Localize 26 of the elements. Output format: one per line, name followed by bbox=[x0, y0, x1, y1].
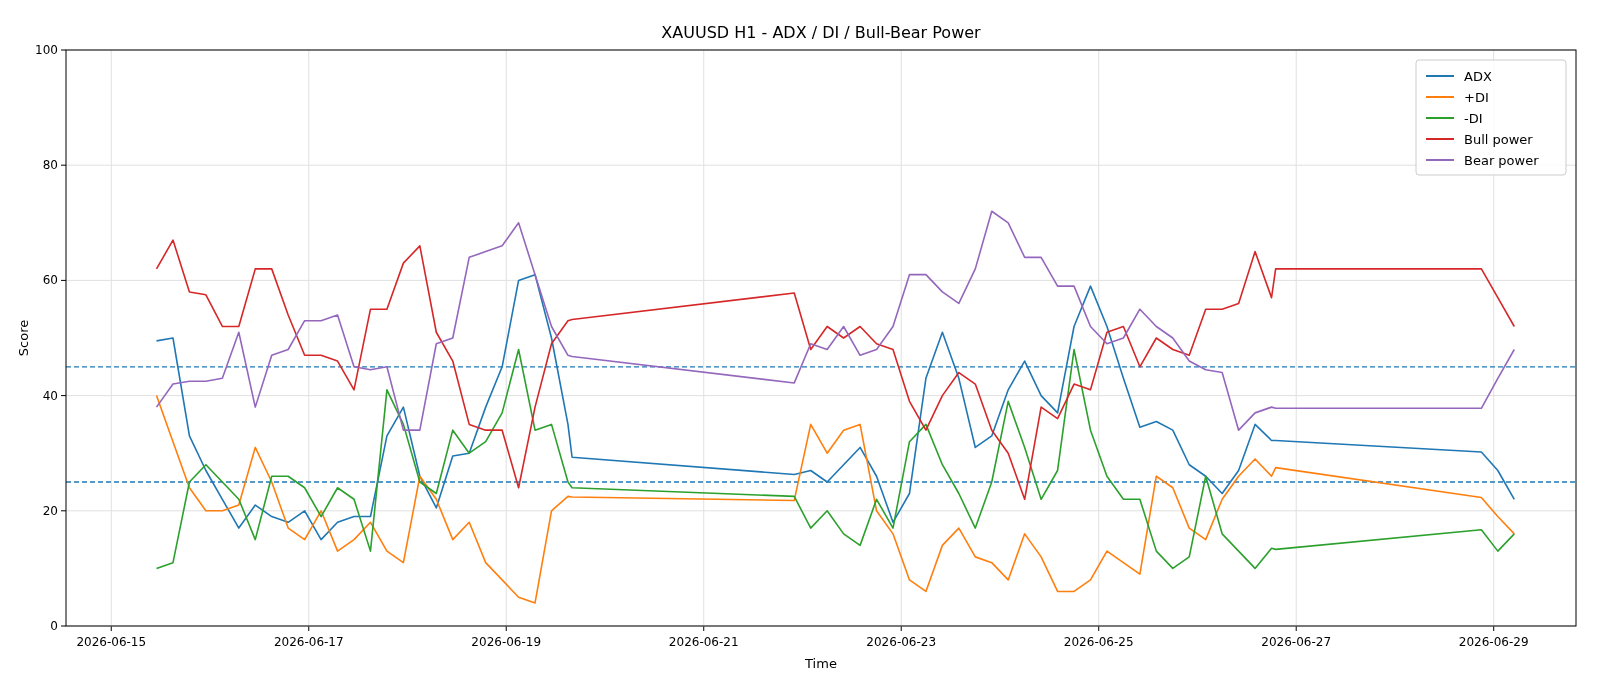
x-tick-label: 2026-06-27 bbox=[1261, 635, 1332, 649]
x-tick-label: 2026-06-17 bbox=[273, 635, 344, 649]
line-series bbox=[155, 348, 1516, 570]
legend-label: -DI bbox=[1464, 111, 1483, 126]
line-series bbox=[155, 394, 1516, 604]
y-tick-label: 0 bbox=[50, 619, 58, 633]
y-tick-label: 20 bbox=[42, 503, 58, 518]
x-tick-label: 2026-06-25 bbox=[1063, 635, 1134, 649]
y-axis-title: Score bbox=[16, 319, 31, 357]
x-tick-label: 2026-06-23 bbox=[866, 635, 937, 649]
line-series bbox=[155, 210, 1516, 431]
x-tick-label: 2026-06-15 bbox=[76, 635, 147, 649]
x-axis-title: Time bbox=[804, 656, 837, 671]
legend-label: Bull power bbox=[1464, 132, 1534, 147]
legend-label: ADX bbox=[1464, 69, 1492, 84]
legend-label: Bear power bbox=[1464, 153, 1540, 168]
y-tick-label: 40 bbox=[42, 388, 58, 403]
legend-label: +DI bbox=[1464, 90, 1489, 105]
y-tick-label: 80 bbox=[42, 158, 58, 173]
y-tick-label: 100 bbox=[35, 43, 58, 57]
x-tick-label: 2026-06-29 bbox=[1458, 635, 1529, 649]
x-tick-label: 2026-06-19 bbox=[471, 635, 542, 649]
y-tick-label: 60 bbox=[42, 273, 58, 288]
x-tick-label: 2026-06-21 bbox=[668, 635, 739, 649]
line-series bbox=[155, 239, 1516, 501]
chart-title: XAUUSD H1 - ADX / DI / Bull-Bear Power bbox=[661, 23, 982, 42]
